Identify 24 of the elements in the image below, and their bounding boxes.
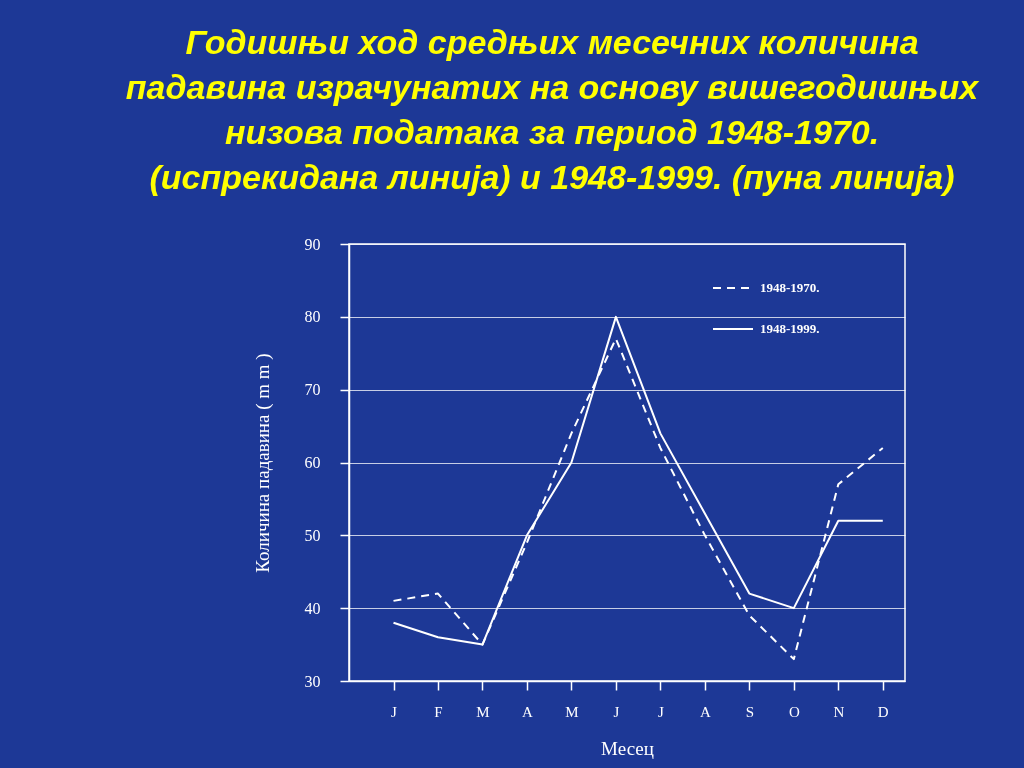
x-tick-label: S (745, 703, 755, 720)
x-tick-label: D (877, 703, 889, 720)
chart-title: Годишњи ход средњих месечних количина падавина израчунатих на основу вишегодишњих низова података за период 1948-1970. (испрекидана линија) и 1948-1999. (пуна линија) (125, 23, 981, 196)
x-tick-label: F (434, 703, 443, 720)
x-tick-label: J (613, 703, 620, 720)
x-tick-label: O (788, 703, 800, 720)
x-tick-label: M (565, 703, 579, 720)
x-tick-label: J (657, 703, 664, 720)
x-tick-label: A (699, 703, 711, 720)
x-tick-label: A (522, 703, 534, 720)
y-tick-label: 80 (304, 308, 321, 326)
x-tick-label: M (476, 703, 490, 720)
y-tick-label: 40 (304, 599, 321, 617)
y-tick-label: 70 (304, 381, 321, 399)
legend-label: 1948-1970. (760, 280, 820, 295)
y-tick-label: 50 (304, 526, 321, 544)
x-axis-title: Месец (601, 737, 654, 759)
legend-label: 1948-1999. (760, 321, 820, 336)
y-axis-title: Количина падавина ( m m ) (251, 353, 274, 573)
y-tick-label: 30 (304, 672, 321, 690)
x-tick-label: N (833, 703, 845, 720)
x-tick-label: J (391, 703, 398, 720)
y-tick-label: 90 (304, 235, 321, 253)
y-tick-label: 60 (304, 454, 321, 471)
